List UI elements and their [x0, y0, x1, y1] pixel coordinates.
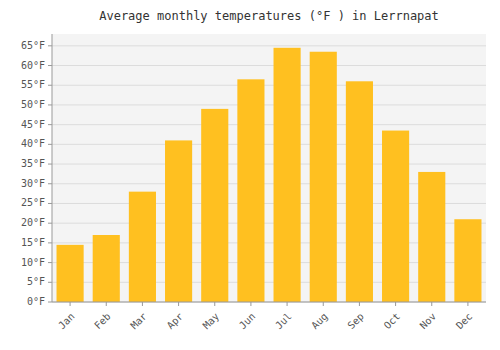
x-tick [359, 302, 360, 306]
bar [237, 79, 264, 302]
y-tick [48, 144, 52, 145]
y-tick [48, 302, 52, 303]
y-tick [48, 242, 52, 243]
x-tick-label: Apr [165, 311, 186, 332]
x-tick-label: Dec [454, 311, 475, 332]
bar [346, 81, 373, 302]
y-tick [48, 223, 52, 224]
y-tick [48, 203, 52, 204]
x-tick [214, 302, 215, 306]
bars [57, 48, 482, 302]
grid-line [52, 85, 486, 86]
x-tick [250, 302, 251, 306]
y-tick-label: 30°F [21, 178, 45, 189]
y-tick [48, 124, 52, 125]
bar [382, 131, 409, 302]
x-tick [395, 302, 396, 306]
x-tick-label: Oct [382, 311, 403, 332]
grid-line [52, 164, 486, 165]
y-tick-label: 45°F [21, 119, 45, 130]
x-tick-label: Mar [128, 311, 149, 332]
x-tick [178, 302, 179, 306]
y-tick-label: 35°F [21, 158, 45, 169]
x-tick-label: Aug [309, 311, 330, 332]
x-tick-label: Feb [92, 311, 113, 332]
x-tick-label: May [201, 311, 222, 332]
x-tick [323, 302, 324, 306]
bar [165, 140, 192, 302]
y-tick-label: 60°F [21, 60, 45, 71]
x-tick-label: Jan [56, 311, 77, 332]
grid-line [52, 124, 486, 125]
bar [310, 52, 337, 302]
y-tick-label: 5°F [27, 276, 45, 287]
bar [129, 192, 156, 302]
x-tick [287, 302, 288, 306]
bar [454, 219, 481, 302]
bar [57, 245, 84, 302]
grid-line [52, 65, 486, 66]
y-tick-label: 40°F [21, 138, 45, 149]
y-tick [48, 262, 52, 263]
y-tick [48, 282, 52, 283]
y-tick [48, 183, 52, 184]
bar [93, 235, 120, 302]
grid-line [52, 104, 486, 105]
x-tick-label: Jun [237, 311, 258, 332]
x-tick [467, 302, 468, 306]
y-tick [48, 164, 52, 165]
x-tick [70, 302, 71, 306]
y-tick [48, 85, 52, 86]
x-tick [142, 302, 143, 306]
chart: 0°F 5°F 10°F 15°F 20°F 25°F 30°F 35°F 40°F 45°F 50… [0, 0, 500, 350]
y-tick-labels: 0°F 5°F 10°F 15°F 20°F 25°F 30°F 35°F 40°F 45°F 50… [21, 40, 45, 307]
x-tick [431, 302, 432, 306]
title: Average monthly temperatures (°F ) in Le… [99, 9, 439, 23]
x-tick-label: Jul [273, 311, 294, 332]
y-grid [48, 46, 486, 302]
y-tick [48, 104, 52, 105]
y-tick-label: 20°F [21, 217, 45, 228]
grid-line [52, 144, 486, 145]
x-axis-line [52, 302, 486, 303]
y-tick-label: 25°F [21, 197, 45, 208]
y-tick [48, 45, 52, 46]
y-tick-label: 50°F [21, 99, 45, 110]
y-tick-label: 10°F [21, 257, 45, 268]
y-tick [48, 65, 52, 66]
grid-line [52, 45, 486, 46]
bar [274, 48, 301, 302]
plot-background [52, 34, 486, 302]
y-tick-label: 15°F [21, 237, 45, 248]
bar [418, 172, 445, 302]
x-tick-label: Nov [418, 311, 439, 332]
y-tick-label: 55°F [21, 79, 45, 90]
x-tick-label: Sep [345, 311, 366, 332]
x-tick-labels: Jan Feb Mar Apr May Jun Jul Aug Sep Oct Nov Dec [56, 302, 474, 331]
chart-container: 0°F 5°F 10°F 15°F 20°F 25°F 30°F 35°F 40°F 45°F 50… [0, 0, 500, 350]
x-tick [106, 302, 107, 306]
bar [201, 109, 228, 302]
y-tick-label: 0°F [27, 296, 45, 307]
grid-line [52, 302, 486, 303]
y-axis-line [52, 34, 53, 302]
y-tick-label: 65°F [21, 40, 45, 51]
